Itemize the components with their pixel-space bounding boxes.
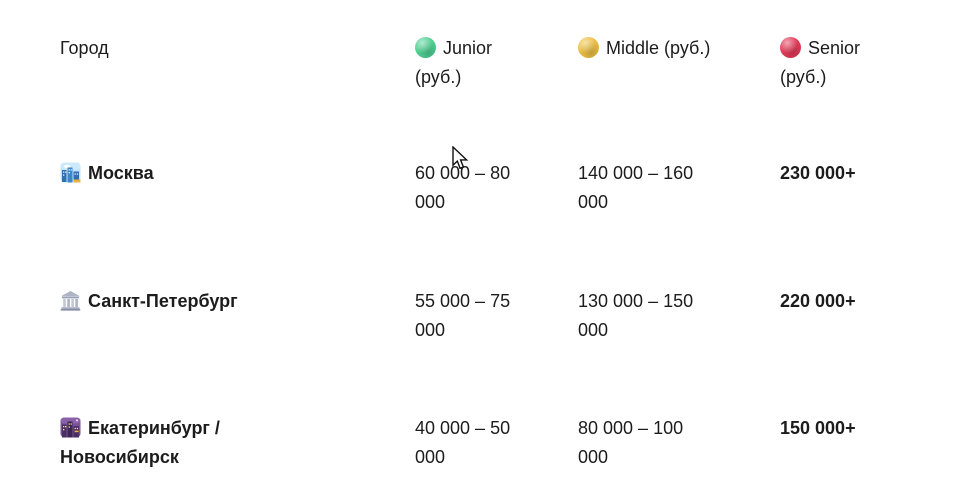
table-row-ekb-city: Екатеринбург / Новосибирск [60, 414, 340, 472]
city-name: Москва [88, 163, 154, 183]
column-header-middle-label: Middle (руб.) [606, 38, 711, 58]
column-header-junior: Junior (руб.) [415, 34, 533, 92]
column-header-senior: Senior (руб.) [780, 34, 902, 92]
city-name: Екатеринбург / Новосибирск [60, 418, 220, 467]
table-cell-ekb-senior: 150 000+ [780, 414, 902, 443]
salary-range: 140 000 – 160 000 [578, 163, 694, 212]
yellow-circle-icon [578, 37, 599, 58]
table-cell-moscow-junior: 60 000 – 80 000 [415, 159, 533, 217]
salary-range: 150 000+ [780, 418, 856, 438]
table-cell-spb-junior: 55 000 – 75 000 [415, 287, 533, 345]
column-header-senior-label: Senior (руб.) [780, 38, 861, 87]
column-header-middle: Middle (руб.) [578, 34, 711, 63]
table-cell-moscow-senior: 230 000+ [780, 159, 902, 188]
table-row-moscow-city: Москва [60, 159, 340, 188]
red-circle-icon [780, 37, 801, 58]
table-cell-moscow-middle: 140 000 – 160 000 [578, 159, 708, 217]
table-cell-ekb-junior: 40 000 – 50 000 [415, 414, 533, 472]
salary-table: Город Junior (руб.) Middle (руб.) Senior… [60, 34, 902, 472]
green-circle-icon [415, 37, 436, 58]
salary-range: 55 000 – 75 000 [415, 291, 511, 340]
table-row-spb-city: Санкт-Петербург [60, 287, 340, 316]
salary-range: 80 000 – 100 000 [578, 418, 684, 467]
table-cell-spb-senior: 220 000+ [780, 287, 902, 316]
cityscape-icon [60, 162, 81, 183]
night-city-icon [60, 417, 81, 438]
salary-range: 220 000+ [780, 291, 856, 311]
city-name: Санкт-Петербург [88, 291, 238, 311]
salary-range: 60 000 – 80 000 [415, 163, 511, 212]
column-header-city-label: Город [60, 38, 109, 58]
column-header-city: Город [60, 34, 340, 63]
table-cell-ekb-middle: 80 000 – 100 000 [578, 414, 708, 472]
table-cell-spb-middle: 130 000 – 150 000 [578, 287, 708, 345]
salary-range: 40 000 – 50 000 [415, 418, 511, 467]
salary-range: 130 000 – 150 000 [578, 291, 694, 340]
column-header-junior-label: Junior (руб.) [415, 38, 493, 87]
classical-building-icon [60, 291, 81, 311]
salary-range: 230 000+ [780, 163, 856, 183]
